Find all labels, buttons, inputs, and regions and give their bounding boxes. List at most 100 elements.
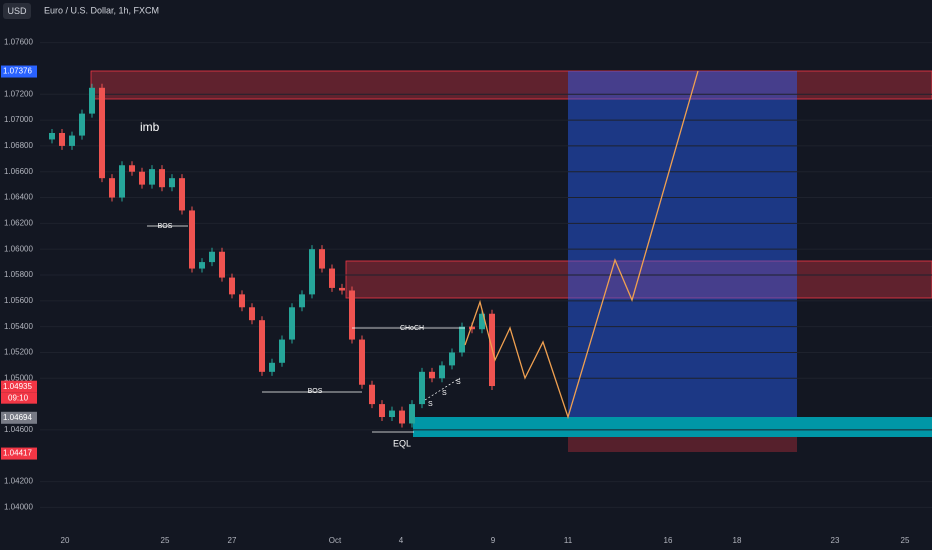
candle [89,87,95,114]
x-tick-label: 9 [491,536,496,545]
candle [179,178,185,211]
annotation: S [442,390,447,397]
candle [69,135,75,146]
x-tick-label: 25 [901,536,910,545]
annotation: BOS [308,388,323,395]
candle [389,410,395,418]
target-box [568,71,797,417]
y-tick-label: 1.04600 [4,425,33,434]
candle [99,87,105,179]
candle [129,165,135,172]
price-label-bg [1,380,37,393]
candle [359,339,365,385]
candle [299,294,305,308]
candle [279,339,285,363]
candle [409,404,415,424]
price-label: 1.07376 [3,67,32,76]
supply-zone [90,70,932,100]
price-label-bg [1,65,37,78]
y-tick-label: 1.07600 [4,38,33,47]
price-label-bg [1,411,37,424]
candle [269,362,275,372]
stop-box [568,437,797,452]
candle [79,113,85,136]
countdown-bg [1,392,37,404]
candle [329,268,335,288]
y-tick-label: 1.06200 [4,218,33,227]
candle [339,287,345,291]
candle [219,251,225,278]
candle [309,249,315,295]
annotation: S [456,379,461,386]
x-tick-label: 20 [61,536,70,545]
candle [149,169,155,185]
candle [139,171,145,185]
candle [259,320,265,372]
candle [249,307,255,321]
candle [119,165,125,198]
annotation: S [428,401,433,408]
price-label: 1.04417 [3,449,32,458]
currency[interactable]: USD [7,6,27,16]
y-tick-label: 1.06000 [4,244,33,253]
candle [399,410,405,424]
annotation: EQL [393,438,411,448]
y-tick-label: 1.05600 [4,296,33,305]
candle [49,132,55,140]
liquidity-line [424,377,461,401]
candle [419,371,425,405]
projection-path [464,70,699,420]
candle [449,352,455,366]
candle [229,277,235,295]
candle [369,384,375,405]
candle [429,371,435,379]
x-tick-label: 23 [831,536,840,545]
x-tick-label: 18 [733,536,742,545]
x-tick-label: Oct [329,536,342,545]
y-tick-label: 1.07200 [4,89,33,98]
candle [109,178,115,198]
y-tick-label: 1.04000 [4,503,33,512]
x-tick-label: 11 [564,536,573,545]
y-tick-label: 1.06400 [4,193,33,202]
x-tick-label: 27 [228,536,237,545]
annotation: imb [140,120,160,134]
candle [289,307,295,340]
supply-zone [345,260,932,299]
candle [159,169,165,188]
candle [169,178,175,188]
y-tick-label: 1.07000 [4,115,33,124]
price-label: 1.04935 [3,382,32,391]
candle [239,294,245,308]
candle [59,132,65,146]
y-tick-label: 1.04200 [4,477,33,486]
y-tick-label: 1.05400 [4,322,33,331]
candle [199,262,205,269]
candle [459,326,465,353]
y-tick-label: 1.05800 [4,270,33,279]
candle [209,251,215,263]
candle [349,290,355,340]
candle [379,404,385,418]
currency-button[interactable] [3,3,31,19]
annotation: CHoCH [400,325,424,332]
x-tick-label: 4 [399,536,404,545]
y-tick-label: 1.05000 [4,373,33,382]
candle [189,210,195,269]
y-tick-label: 1.06600 [4,167,33,176]
price-label-bg [1,447,37,460]
symbol-title: Euro / U.S. Dollar, 1h, FXCM [44,5,159,15]
x-tick-label: 25 [161,536,170,545]
countdown: 09:10 [8,393,29,402]
price-label: 1.04694 [3,413,32,422]
annotation: BOS [158,223,173,230]
y-tick-label: 1.05200 [4,348,33,357]
y-tick-label: 1.06800 [4,141,33,150]
candle [439,365,445,379]
candle [469,326,475,330]
x-tick-label: 16 [664,536,673,545]
candle [319,249,325,269]
candle [479,313,485,330]
demand-zone [413,417,932,437]
